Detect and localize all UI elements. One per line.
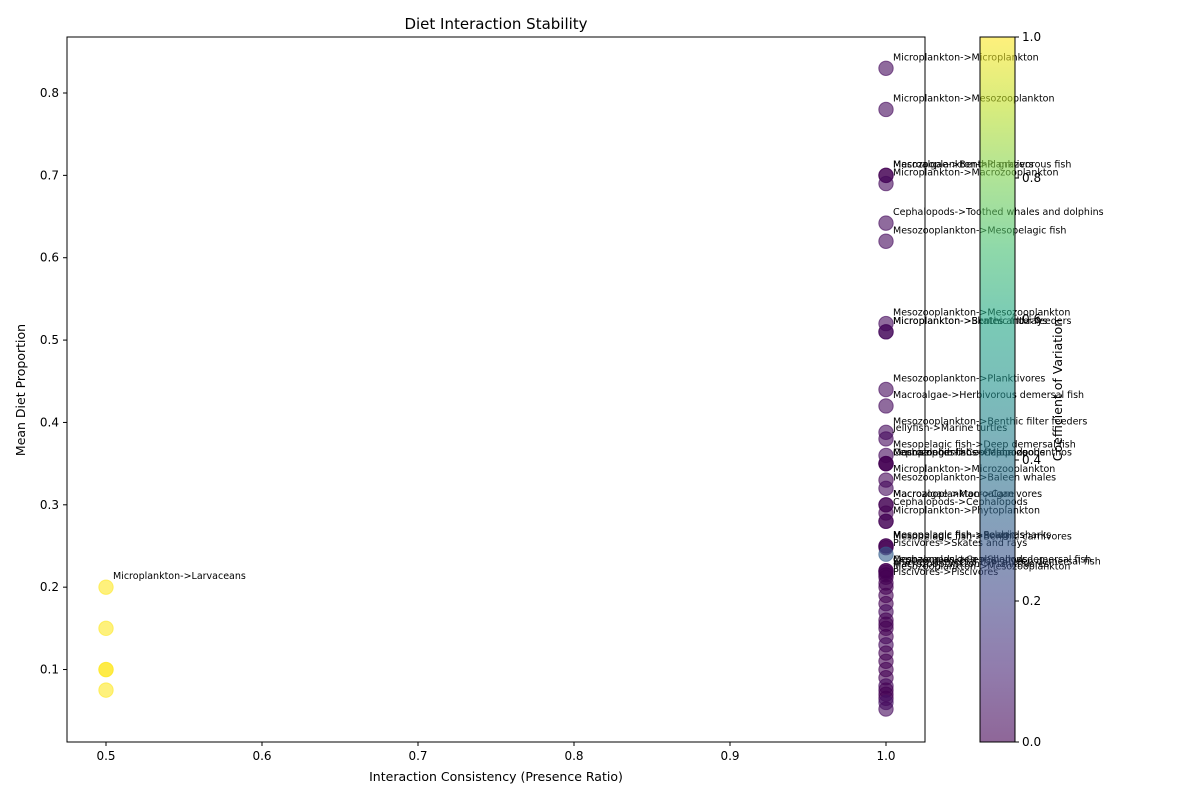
point-label: Microplankton->Phytoplankton [893,505,1040,516]
colorbar: 0.0 0.2 0.4 0.6 0.8 1.0 Coefficient of Variat… [979,30,1065,749]
chart-title: Diet Interaction Stability [404,15,587,33]
point-label: Microplankton->Larvaceans [113,571,246,582]
colorbar-ticks: 0.0 0.2 0.4 0.6 0.8 1.0 [1015,30,1041,749]
data-point [878,381,894,398]
point-label: Piscivores->Skates and rays [893,538,1027,549]
point-label: Macrozooplankton->Carnivores [893,489,1042,500]
data-point [878,60,894,76]
point-label: Cephalopods->Cephalopods [893,448,1028,459]
y-tick-label: 0.5 [40,333,59,347]
y-tick-label: 0.7 [40,168,59,182]
point-label: Microplankton->Skates and rays [893,316,1047,327]
point-label: Microplankton->Microplankton [893,52,1039,63]
y-tick-label: 0.3 [40,498,59,512]
x-tick-label: 0.6 [252,749,271,763]
point-label: Mesopelagic fish->Cephalopods [893,448,1045,459]
data-point [98,579,114,595]
colorbar-gradient [980,37,1015,742]
colorbar-tick-label: 0.0 [1022,735,1041,749]
colorbar-tick-label: 1.0 [1022,30,1041,44]
data-point [878,455,894,472]
colorbar-tick-label: 0.6 [1022,312,1041,326]
point-label: Mesozooplankton->Planktivores [893,374,1045,385]
point-label: Macroalgae->Macroalgae [893,489,1014,500]
data-point [878,101,894,118]
point-label: Macroalgae->Benthic grazers [893,159,1034,170]
data-point [98,682,114,698]
x-axis-title: Interaction Consistency (Presence Ratio) [369,769,623,784]
y-tick-label: 0.2 [40,580,59,594]
y-tick-label: 0.6 [40,251,59,265]
point-label: Cephalopods->Cephalopods [893,555,1028,566]
data-point [878,546,894,562]
point-label: Cephalopods->Cephalopods [893,497,1028,508]
data-point [98,620,114,637]
data-point [878,233,894,249]
data-point [878,215,894,231]
x-axis: 0.5 0.6 0.7 0.8 0.9 1.0 [96,742,896,763]
point-label: Mesopelagic fish->Seabirds [893,530,1025,541]
y-axis-title: Mean Diet Proportion [13,324,28,456]
colorbar-tick-label: 0.4 [1022,453,1041,467]
y-tick-label: 0.8 [40,86,59,100]
point-label: Microplankton->Mesozooplankton [893,93,1055,104]
x-tick-label: 0.5 [96,749,115,763]
colorbar-frame [979,36,1016,743]
point-label: Mesozooplankton->Baleen whales [893,472,1056,483]
y-tick-label: 0.1 [40,663,59,677]
point-label: Piscivores->Piscivores [893,567,998,578]
data-point [98,661,114,678]
point-label: Jellyfish->Marine turtles [892,423,1007,434]
data-point [878,431,894,447]
y-axis: 0.1 0.2 0.3 0.4 0.5 0.6 0.7 0.8 [40,86,67,677]
x-tick-label: 0.8 [564,749,583,763]
x-tick-label: 1.0 [876,749,895,763]
point-label: Mesopelagic fish->Pelagic sharks [893,530,1051,541]
y-tick-label: 0.4 [40,415,59,429]
x-tick-label: 0.9 [720,749,739,763]
data-point [878,701,894,717]
data-point [878,175,894,192]
point-label: Microplankton->Macrozooplankton [893,168,1058,179]
point-label: Microplankton->Microzooplankton [893,464,1055,475]
annotations-layer: Microplankton->Larvaceans Microplankton->… [113,52,1104,582]
data-point [878,480,894,497]
colorbar-title: Coefficient of Variation [1050,319,1065,461]
colorbar-tick-label: 0.8 [1022,171,1041,185]
points-layer [98,60,894,717]
data-point [878,398,894,414]
x-tick-label: 0.7 [408,749,427,763]
colorbar-tick-label: 0.2 [1022,594,1041,608]
point-label: Macrozooplankton->Planktivores [893,559,1049,570]
plot-frame [66,36,926,743]
data-point [878,324,894,340]
data-point [878,513,894,529]
